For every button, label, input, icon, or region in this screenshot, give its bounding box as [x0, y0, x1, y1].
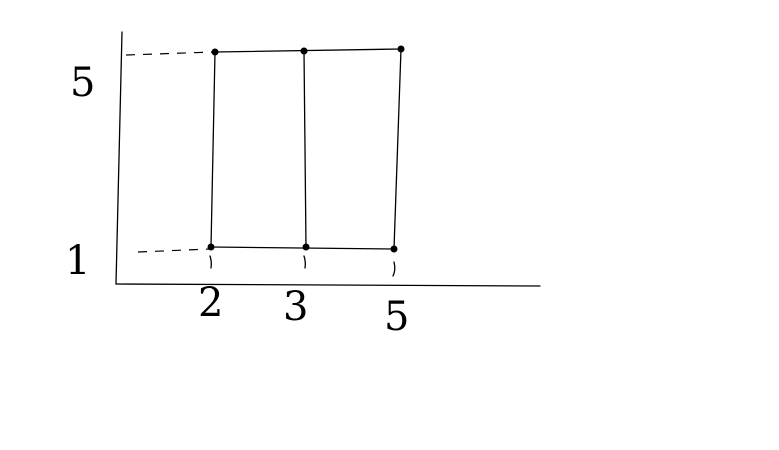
y-axis	[115, 31, 123, 285]
tick-mark-x3	[303, 255, 306, 269]
y-label-1: 1	[65, 238, 90, 284]
top-edge	[214, 48, 402, 53]
middle-edge	[303, 50, 307, 248]
point-5-1	[390, 245, 398, 253]
x-label-3: 3	[283, 284, 308, 330]
point-5-5	[397, 45, 405, 53]
x-label-2: 2	[198, 280, 223, 326]
point-2-1	[207, 243, 215, 251]
guide-line-y1	[137, 248, 211, 253]
x-label-5: 5	[384, 294, 409, 340]
point-3-5	[300, 47, 308, 55]
guide-line-y5	[125, 51, 215, 56]
bottom-edge	[210, 246, 395, 250]
tick-mark-x2	[209, 255, 212, 269]
point-2-5	[211, 48, 219, 56]
x-axis	[115, 283, 541, 287]
y-label-5: 5	[70, 60, 95, 106]
left-edge	[210, 51, 216, 248]
right-edge	[393, 48, 402, 250]
point-3-1	[302, 243, 310, 251]
tick-mark-x5	[392, 261, 396, 277]
